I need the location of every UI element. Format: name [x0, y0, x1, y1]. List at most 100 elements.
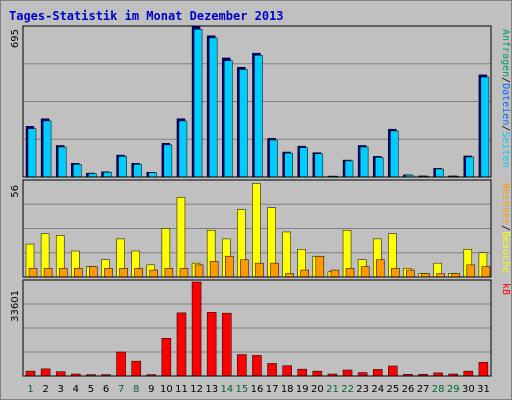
bar-dateien — [133, 164, 142, 178]
bar-rechner — [28, 268, 38, 278]
bar-kb — [312, 370, 323, 377]
x-tick-label: 14 — [220, 384, 233, 395]
legend-entry: / — [500, 77, 511, 83]
legend-entry: / — [500, 225, 511, 231]
x-tick-label: 15 — [236, 384, 249, 395]
bar-dateien — [148, 172, 158, 178]
bar-rechner — [300, 269, 309, 278]
bar-kb — [357, 372, 368, 377]
bar-dateien — [299, 147, 308, 178]
bar-dateien — [193, 29, 203, 178]
bar-rechner — [149, 269, 159, 278]
bar-kb — [55, 371, 66, 377]
bar-kb — [478, 362, 489, 377]
panel-border — [22, 279, 492, 377]
legend-entry: Rechner — [500, 183, 511, 225]
bar-kb — [116, 351, 126, 377]
bar-dateien — [208, 37, 218, 178]
bar-rechner — [164, 268, 174, 278]
bar-kb — [131, 360, 141, 377]
bar-rechner — [406, 269, 415, 278]
bar-kb — [161, 338, 172, 377]
bar-rechner — [179, 268, 189, 278]
x-tick-label: 25 — [387, 384, 400, 395]
panel-border — [22, 179, 492, 278]
bar-rechner — [255, 262, 264, 278]
x-tick-label: 10 — [160, 384, 173, 395]
bar-rechner — [58, 268, 68, 278]
x-tick-label: 3 — [58, 384, 64, 395]
bar-kb — [372, 369, 383, 377]
bar-dateien — [57, 146, 67, 178]
x-tick-label: 28 — [432, 384, 445, 395]
bar-rechner — [285, 273, 294, 278]
chart-title: Tages-Statistik im Monat Dezember 2013 — [9, 9, 284, 23]
bar-kb — [388, 365, 398, 377]
bar-dateien — [254, 55, 263, 178]
bar-dateien — [27, 128, 37, 178]
x-tick-label: 18 — [281, 384, 294, 395]
x-tick-label: 1 — [27, 384, 33, 395]
bar-kb — [237, 354, 247, 377]
bar-rechner — [104, 268, 113, 278]
bar-rechner — [451, 273, 460, 278]
y-max-label: 33601 — [10, 290, 21, 322]
y-max-label: 56 — [10, 185, 21, 198]
x-tick-label: 27 — [417, 384, 430, 395]
bar-rechner — [436, 273, 445, 278]
bar-rechner — [391, 268, 400, 278]
bar-kb — [297, 368, 307, 377]
x-tick-label: 7 — [118, 384, 124, 395]
bar-kb — [206, 312, 217, 377]
x-tick-label: 8 — [133, 384, 139, 395]
x-tick-label: 2 — [42, 384, 48, 395]
bar-dateien — [465, 156, 475, 178]
x-tick-label: 19 — [296, 384, 309, 395]
bar-dateien — [374, 157, 384, 178]
bar-dateien — [314, 153, 324, 178]
x-tick-label: 30 — [462, 384, 475, 395]
bar-kb — [463, 370, 474, 377]
bar-rechner — [345, 268, 355, 278]
bar-dateien — [344, 160, 354, 178]
bar-rechner — [74, 268, 83, 278]
x-tick-label: 5 — [88, 384, 94, 395]
bar-besuche — [176, 197, 186, 278]
bar-dateien — [178, 120, 188, 178]
x-tick-label: 29 — [447, 384, 460, 395]
bar-rechner — [43, 268, 53, 278]
bar-dateien — [239, 69, 248, 178]
x-tick-label: 23 — [356, 384, 369, 395]
bar-rechner — [375, 259, 385, 278]
bar-kb — [252, 355, 262, 377]
x-tick-label: 12 — [190, 384, 203, 395]
bar-dateien — [42, 120, 52, 178]
bar-dateien — [73, 164, 82, 178]
x-tick-label: 11 — [175, 384, 188, 395]
x-tick-label: 9 — [148, 384, 154, 395]
legend-entry: / — [500, 125, 511, 131]
bar-rechner — [134, 268, 143, 278]
bar-kb — [282, 365, 292, 377]
bar-rechner — [481, 266, 491, 278]
legend-entry: kB — [500, 283, 511, 295]
x-tick-label: 21 — [326, 384, 339, 395]
bar-rechner — [89, 266, 98, 278]
bar-dateien — [269, 139, 278, 178]
x-tick-label: 6 — [103, 384, 109, 395]
bar-rechner — [194, 264, 204, 278]
bar-kb — [342, 369, 353, 377]
x-tick-label: 22 — [341, 384, 354, 395]
bar-dateien — [118, 156, 127, 178]
legend-entry: Anfragen — [500, 29, 511, 77]
bar-dateien — [480, 76, 490, 178]
right-legend-label: Anfragen/Dateien/Seiten — [500, 29, 511, 168]
x-tick-label: 24 — [371, 384, 384, 395]
bar-rechner — [466, 264, 476, 278]
bar-dateien — [284, 152, 293, 178]
x-tick-label: 26 — [402, 384, 415, 395]
bar-rechner — [270, 262, 279, 278]
bar-rechner — [225, 255, 234, 278]
x-tick-label: 13 — [205, 384, 218, 395]
